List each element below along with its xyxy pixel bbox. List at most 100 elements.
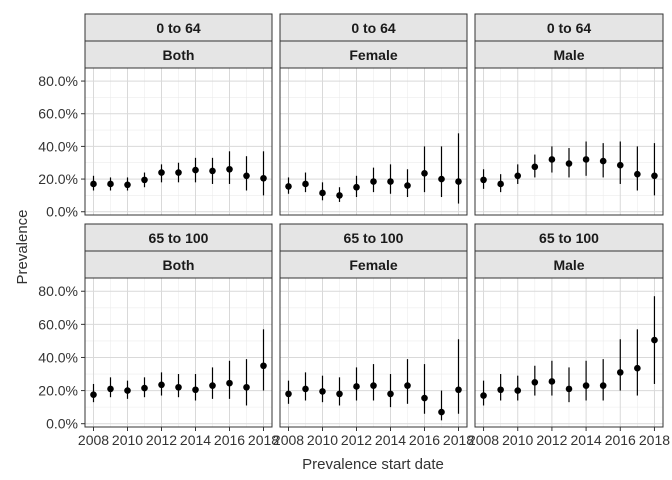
x-tick-label: 2018 [443,432,474,448]
x-tick-label: 2008 [273,432,304,448]
data-point [209,382,216,389]
data-point [285,390,292,398]
panel: 0 to 64 Male [474,13,664,216]
data-point [387,178,394,185]
data-point [90,391,97,399]
data-point [421,394,428,402]
data-point [353,383,360,390]
data-point [158,169,165,176]
y-tick-label: 20.0% [38,383,78,399]
y-tick-label: 60.0% [38,316,78,332]
strip-age [474,13,664,42]
data-point [634,364,641,372]
data-point [243,172,250,180]
strip-sex-label: Both [163,257,195,273]
data-point [124,387,131,394]
data-point [497,180,504,188]
data-point [438,408,445,416]
strip-age-label: 65 to 100 [344,230,404,246]
data-point [285,183,292,190]
data-point [302,180,309,188]
x-tick-label: 2008 [78,432,109,448]
strip-sex [474,40,664,69]
data-point [497,386,504,394]
x-tick-label: 2014 [571,432,602,448]
x-tick-label: 2014 [375,432,406,448]
data-point [421,170,428,177]
data-point [514,387,522,394]
data-point [599,157,607,165]
panel-border [279,277,468,428]
data-point [651,172,658,180]
data-point [531,379,539,386]
data-point [531,163,539,171]
x-tick-label: 2014 [180,432,211,448]
y-tick-label: 40.0% [38,138,78,154]
y-tick-label: 80.0% [38,73,78,89]
data-point [404,382,411,389]
y-tick-label: 0.0% [46,416,78,432]
strip-sex [84,40,273,69]
data-point [651,336,658,344]
strip-sex [279,250,468,279]
data-point [141,176,148,184]
data-point [582,382,590,389]
panel-border [279,67,468,216]
strip-age [474,223,664,252]
data-point [404,182,411,189]
data-point [124,181,131,189]
panel: 0 to 64 Female [279,13,468,216]
data-point [192,386,199,394]
strip-sex-label: Female [349,257,397,273]
x-tick-label: 2018 [639,432,670,448]
data-point [455,386,462,394]
x-tick-label: 2010 [112,432,143,448]
panel: 65 to 100 Both [84,223,273,428]
x-tick-label: 2016 [409,432,440,448]
data-point [353,183,360,191]
data-point [90,180,97,188]
panel-border [474,277,664,428]
data-point [319,388,326,395]
y-axes: 0.0% 20.0% 40.0% 60.0% 80.0% 0.0% 20.0% 40.0% 60… [38,73,85,432]
strip-sex [279,40,468,69]
data-point [480,176,487,184]
data-point [616,369,624,376]
data-point [175,383,182,391]
data-point [302,385,309,393]
data-point [175,169,182,176]
y-tick-label: 40.0% [38,349,78,365]
data-point [599,382,607,389]
panel-border [474,67,664,216]
data-point [616,161,624,169]
panel-border [84,67,273,216]
strip-age-label: 0 to 64 [156,20,201,36]
panel: 65 to 100 Male [474,223,664,428]
strip-sex-label: Male [553,47,584,63]
y-tick-label: 20.0% [38,171,78,187]
data-point [226,379,233,387]
data-point [158,381,165,389]
data-point [634,170,641,178]
data-point [192,166,199,174]
data-point [514,172,522,180]
strip-age-label: 65 to 100 [149,230,209,246]
strip-sex-label: Female [349,47,397,63]
data-point [387,390,394,398]
strip-age [84,13,273,42]
strip-age [84,223,273,252]
data-point [107,385,114,393]
data-point [226,165,233,173]
y-tick-label: 80.0% [38,283,78,299]
y-tick-label: 0.0% [46,204,78,220]
x-tick-label: 2016 [605,432,636,448]
strip-sex-label: Both [163,47,195,63]
data-point [336,192,343,199]
y-axis-title: Prevalence [14,209,31,284]
x-tick-label: 2010 [307,432,338,448]
panel-border [84,277,273,428]
data-point [438,175,445,183]
data-point [319,189,326,197]
strip-age-label: 0 to 64 [547,20,592,36]
